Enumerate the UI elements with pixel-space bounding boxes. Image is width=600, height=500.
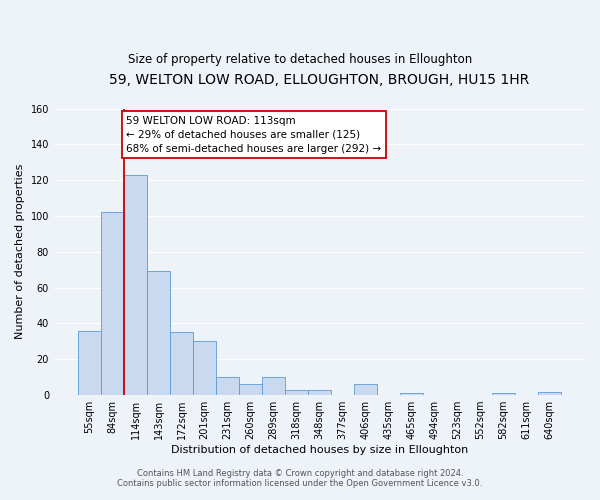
Text: 59 WELTON LOW ROAD: 113sqm
← 29% of detached houses are smaller (125)
68% of sem: 59 WELTON LOW ROAD: 113sqm ← 29% of deta… bbox=[127, 116, 382, 154]
Bar bbox=[354, 384, 377, 395]
Bar bbox=[193, 342, 216, 395]
Bar bbox=[78, 330, 101, 395]
Bar bbox=[400, 394, 423, 395]
Bar bbox=[216, 377, 239, 395]
Bar bbox=[147, 272, 170, 395]
Bar bbox=[239, 384, 262, 395]
Bar bbox=[170, 332, 193, 395]
Text: Size of property relative to detached houses in Elloughton: Size of property relative to detached ho… bbox=[128, 52, 472, 66]
Text: Contains public sector information licensed under the Open Government Licence v3: Contains public sector information licen… bbox=[118, 478, 482, 488]
Text: Contains HM Land Registry data © Crown copyright and database right 2024.: Contains HM Land Registry data © Crown c… bbox=[137, 468, 463, 477]
Bar bbox=[262, 377, 285, 395]
Bar bbox=[285, 390, 308, 395]
Bar bbox=[492, 394, 515, 395]
Bar bbox=[101, 212, 124, 395]
Bar bbox=[308, 390, 331, 395]
Bar bbox=[538, 392, 561, 395]
Bar bbox=[124, 175, 147, 395]
X-axis label: Distribution of detached houses by size in Elloughton: Distribution of detached houses by size … bbox=[171, 445, 468, 455]
Y-axis label: Number of detached properties: Number of detached properties bbox=[15, 164, 25, 340]
Title: 59, WELTON LOW ROAD, ELLOUGHTON, BROUGH, HU15 1HR: 59, WELTON LOW ROAD, ELLOUGHTON, BROUGH,… bbox=[109, 72, 530, 86]
